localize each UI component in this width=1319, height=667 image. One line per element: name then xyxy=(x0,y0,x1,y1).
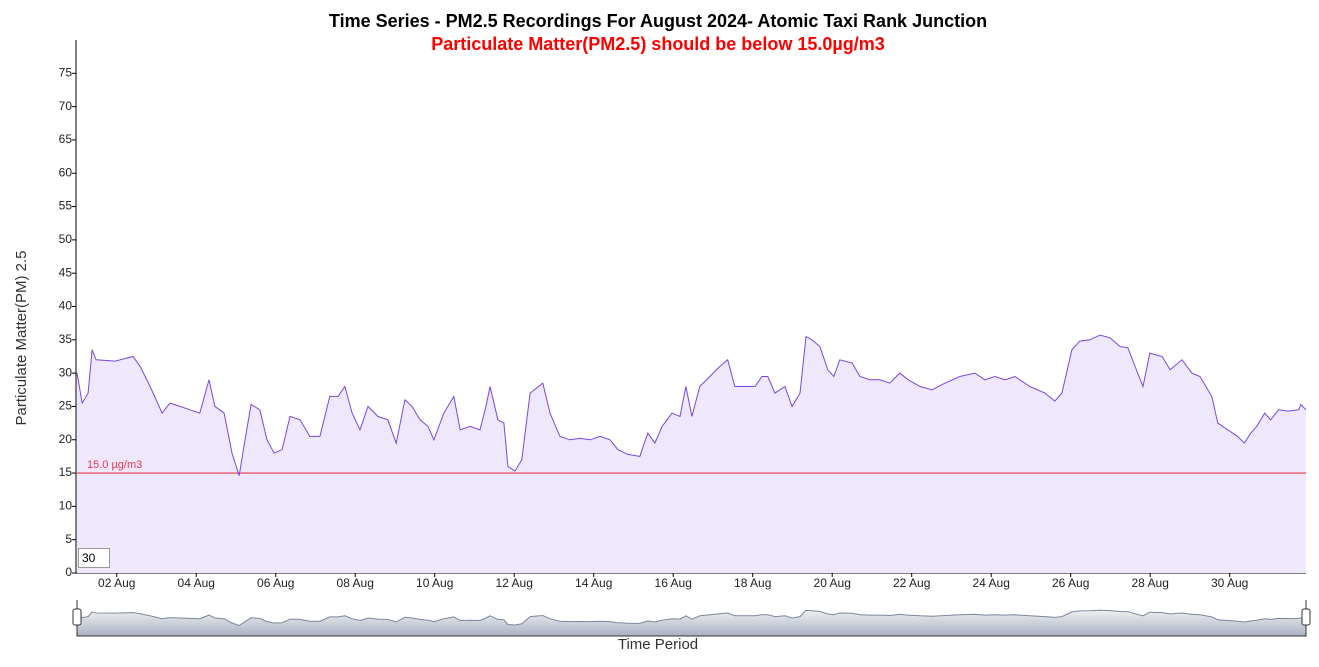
y-tick-label: 30 xyxy=(59,365,73,379)
y-tick-label: 50 xyxy=(59,232,73,246)
y-tick-label: 35 xyxy=(59,332,73,346)
rolling-period-input[interactable]: 30 xyxy=(78,548,110,568)
range-handle[interactable] xyxy=(72,608,82,626)
x-axis-label: Time Period xyxy=(618,636,698,653)
x-tick-label: 02 Aug xyxy=(98,576,135,590)
y-axis-label: Particulate Matter(PM) 2.5 xyxy=(13,250,30,425)
area xyxy=(77,335,1306,573)
x-tick-label: 30 Aug xyxy=(1211,576,1248,590)
x-tick-label: 26 Aug xyxy=(1052,576,1089,590)
y-tick-label: 25 xyxy=(59,399,73,413)
x-tick-label: 28 Aug xyxy=(1132,576,1169,590)
x-tick-label: 18 Aug xyxy=(734,576,771,590)
x-tick-label: 10 Aug xyxy=(416,576,453,590)
y-tick-label: 10 xyxy=(59,499,73,513)
y-tick-label: 65 xyxy=(59,132,73,146)
y-tick-label: 75 xyxy=(59,65,73,79)
threshold-label: 15.0 µg/m3 xyxy=(87,459,142,471)
x-tick-label: 12 Aug xyxy=(496,576,533,590)
range-handle[interactable] xyxy=(1301,608,1311,626)
x-tick-label: 20 Aug xyxy=(814,576,851,590)
y-tick-label: 5 xyxy=(65,532,72,546)
line xyxy=(76,334,1307,476)
x-tick-label: 08 Aug xyxy=(337,576,374,590)
y-tick-label: 70 xyxy=(59,99,73,113)
chart-subtitle: Particulate Matter(PM2.5) should be belo… xyxy=(431,34,884,54)
y-tick-label: 45 xyxy=(59,265,73,279)
y-tick-label: 0 xyxy=(65,565,72,579)
y-tick-label: 20 xyxy=(59,432,73,446)
x-tick-label: 04 Aug xyxy=(178,576,215,590)
range-area xyxy=(76,609,1307,637)
x-tick-label: 06 Aug xyxy=(257,576,294,590)
x-tick-label: 24 Aug xyxy=(973,576,1010,590)
chart-title: Time Series - PM2.5 Recordings For Augus… xyxy=(329,11,987,31)
y-tick-label: 15 xyxy=(59,465,73,479)
y-tick-label: 60 xyxy=(59,165,73,179)
y-tick-label: 55 xyxy=(59,199,73,213)
x-tick-label: 14 Aug xyxy=(575,576,612,590)
y-tick-label: 40 xyxy=(59,299,73,313)
x-tick-label: 22 Aug xyxy=(893,576,930,590)
x-tick-label: 16 Aug xyxy=(655,576,692,590)
